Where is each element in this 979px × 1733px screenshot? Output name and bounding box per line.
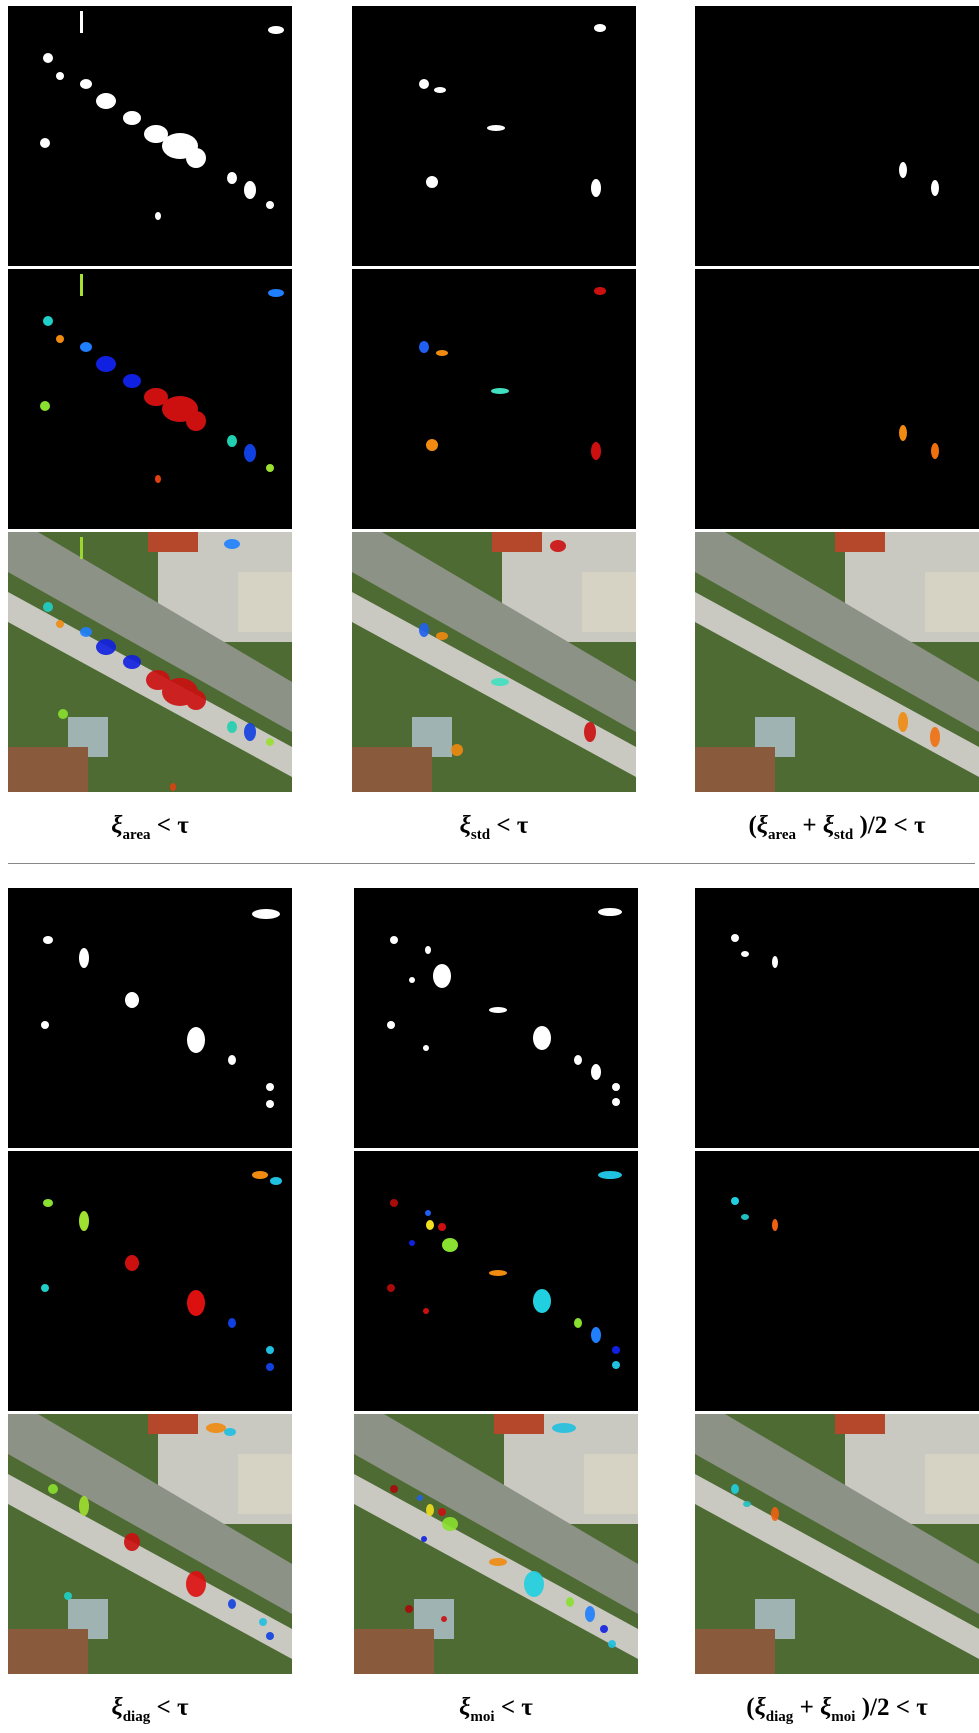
label-map-std	[352, 269, 636, 529]
mask-diag	[8, 888, 292, 1148]
aerial-overlay-moi	[354, 1414, 638, 1674]
mask-area-std	[695, 6, 979, 266]
aerial-overlay-area-std	[695, 532, 979, 792]
caption-area: ξarea < τ	[111, 812, 189, 843]
mask-diag-moi	[695, 888, 979, 1148]
label-map-area-std	[695, 269, 979, 529]
mask-moi	[354, 888, 638, 1148]
mask-area	[8, 6, 292, 266]
caption-moi: ξmoi < τ	[459, 1694, 533, 1725]
caption-diag: ξdiag < τ	[111, 1694, 189, 1725]
caption-area-std: (ξarea + ξstd )/2 < τ	[748, 812, 926, 843]
caption-std: ξstd < τ	[459, 812, 529, 843]
aerial-overlay-std	[352, 532, 636, 792]
label-map-diag	[8, 1151, 292, 1411]
aerial-overlay-area	[8, 532, 292, 792]
label-map-moi	[354, 1151, 638, 1411]
section-divider	[8, 863, 975, 864]
aerial-overlay-diag-moi	[695, 1414, 979, 1674]
caption-diag-moi: (ξdiag + ξmoi )/2 < τ	[746, 1694, 928, 1725]
mask-std	[352, 6, 636, 266]
label-map-area	[8, 269, 292, 529]
label-map-diag-moi	[695, 1151, 979, 1411]
aerial-overlay-diag	[8, 1414, 292, 1674]
